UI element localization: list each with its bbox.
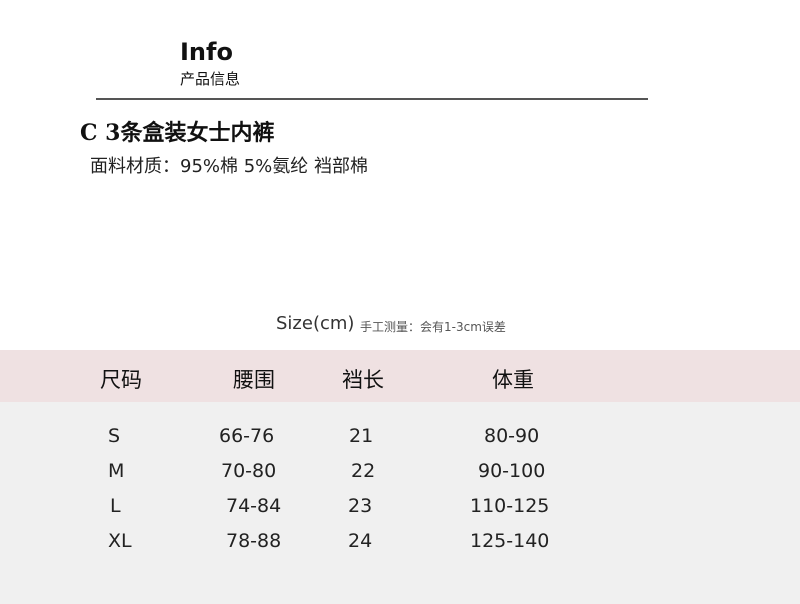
table-cell: 125-140: [470, 530, 550, 552]
table-cell: 70-80: [221, 460, 277, 482]
table-cell: S: [108, 425, 121, 447]
column-header-weight: 体重: [492, 368, 534, 392]
table-cell: 21: [349, 425, 374, 447]
size-table-body: [0, 402, 800, 604]
column-header-waist: 腰围: [233, 368, 275, 392]
table-cell: 23: [348, 495, 373, 517]
table-cell: 110-125: [470, 495, 550, 517]
column-header-rise: 裆长: [342, 368, 384, 392]
table-cell: 74-84: [226, 495, 282, 517]
table-cell: 78-88: [226, 530, 282, 552]
column-header-size: 尺码: [100, 368, 142, 392]
material-text: 面料材质：95%棉 5%氨纶 裆部棉: [90, 156, 369, 177]
table-cell: 24: [348, 530, 373, 552]
table-cell: 66-76: [219, 425, 275, 447]
table-cell: 22: [351, 460, 376, 482]
divider: [96, 98, 648, 100]
size-label: Size(cm): [276, 313, 355, 334]
table-cell: M: [108, 460, 125, 482]
info-subheading: 产品信息: [180, 70, 241, 88]
size-note: 手工测量：会有1-3cm误差: [360, 320, 506, 334]
table-cell: L: [110, 495, 121, 517]
info-heading: Info: [180, 38, 233, 66]
table-cell: 90-100: [478, 460, 546, 482]
table-cell: 80-90: [484, 425, 540, 447]
size-table-header: [0, 350, 800, 402]
product-title: C 3条盒装女士内裤: [80, 120, 275, 146]
table-cell: XL: [108, 530, 132, 552]
